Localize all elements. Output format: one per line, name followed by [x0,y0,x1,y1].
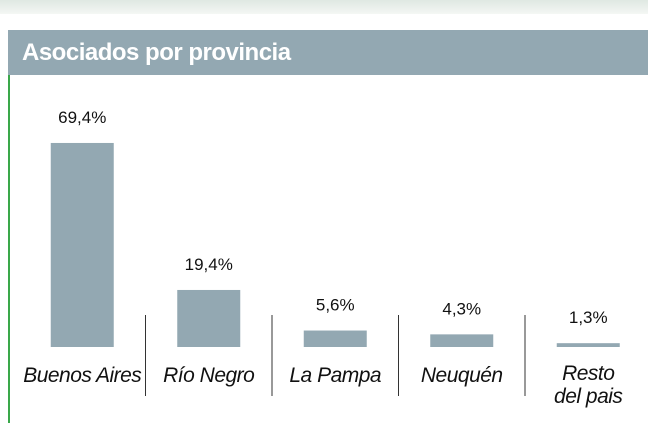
category-label: Resto del pais [554,362,623,408]
bar [177,289,241,347]
category-label: Neuquén [420,364,503,387]
bar [303,330,367,347]
bar [556,343,620,347]
category-label: Buenos Aires [23,364,142,387]
chart-title: Asociados por provincia [22,39,291,66]
category-label: Río Negro [163,364,255,387]
bar [430,334,494,347]
value-label: 4,3% [442,299,481,318]
top-band [0,0,648,14]
value-label: 19,4% [185,255,233,274]
category-label: La Pampa [289,364,382,387]
value-label: 1,3% [569,308,608,327]
bar [50,142,114,347]
value-label: 5,6% [316,296,355,315]
title-bar: Asociados por provincia [8,30,648,75]
accent-line [8,75,10,423]
value-label: 69,4% [58,108,106,127]
